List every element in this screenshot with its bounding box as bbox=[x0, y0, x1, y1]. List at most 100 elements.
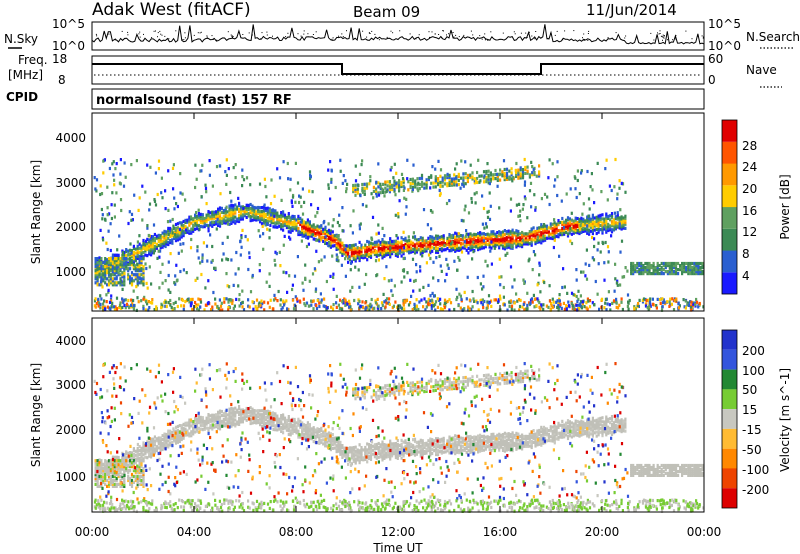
power-cell bbox=[455, 297, 458, 302]
power-cell bbox=[368, 242, 371, 246]
power-cell bbox=[341, 247, 344, 251]
velocity-cell bbox=[130, 451, 134, 455]
power-cell bbox=[695, 261, 698, 266]
velocity-cell bbox=[148, 454, 151, 458]
power-cell bbox=[427, 175, 430, 180]
power-cell bbox=[557, 221, 560, 225]
velocity-cell bbox=[217, 426, 220, 430]
power-cell bbox=[448, 239, 451, 243]
power-cell bbox=[670, 302, 673, 306]
power-cell bbox=[582, 221, 585, 225]
velocity-cell bbox=[272, 427, 275, 432]
power-cell bbox=[418, 187, 421, 191]
power-cell bbox=[237, 267, 240, 271]
power-cell bbox=[373, 306, 376, 310]
power-cell bbox=[513, 241, 516, 245]
nsearch-point bbox=[184, 32, 186, 34]
power-cell bbox=[394, 247, 397, 251]
power-cell bbox=[293, 227, 296, 231]
power-cell bbox=[446, 263, 449, 267]
power-cell bbox=[523, 281, 526, 285]
velocity-cell bbox=[251, 421, 254, 425]
power-cell bbox=[218, 216, 222, 220]
power-cell bbox=[701, 261, 704, 266]
velocity-cell bbox=[151, 447, 155, 451]
power-cell bbox=[132, 244, 135, 248]
power-cell bbox=[124, 306, 127, 310]
power-cell bbox=[212, 290, 215, 295]
power-cell bbox=[448, 249, 451, 253]
power-cell bbox=[679, 268, 682, 272]
power-cell bbox=[394, 243, 397, 247]
power-cell bbox=[238, 293, 241, 297]
power-cell bbox=[129, 279, 132, 283]
power-cell bbox=[388, 188, 391, 192]
power-cell bbox=[150, 247, 153, 251]
velocity-cell bbox=[207, 420, 210, 425]
power-cell bbox=[439, 184, 442, 188]
power-cell bbox=[593, 303, 596, 307]
power-cell bbox=[203, 223, 206, 227]
power-cell bbox=[649, 302, 652, 306]
power-cell bbox=[314, 214, 317, 218]
power-cell bbox=[636, 266, 639, 270]
velocity-cell bbox=[169, 437, 172, 441]
velocity-cell bbox=[146, 456, 149, 460]
power-cell bbox=[322, 235, 325, 239]
power-cell bbox=[99, 302, 102, 307]
power-cell bbox=[379, 191, 382, 195]
power-cell bbox=[318, 239, 321, 243]
nsearch-point bbox=[463, 34, 465, 36]
power-cell bbox=[180, 225, 183, 229]
velocity-field bbox=[93, 362, 705, 513]
power-cell bbox=[173, 234, 176, 238]
power-cell bbox=[278, 218, 281, 222]
power-cell bbox=[607, 290, 610, 294]
power-cell bbox=[167, 236, 170, 241]
power-cell bbox=[331, 234, 334, 238]
power-cell bbox=[576, 221, 579, 225]
power-cell bbox=[521, 230, 524, 235]
power-cell bbox=[492, 242, 495, 246]
power-cell bbox=[495, 172, 498, 177]
power-cell bbox=[473, 181, 476, 185]
power-cell bbox=[186, 220, 189, 224]
power-cell bbox=[479, 245, 482, 249]
power-cell bbox=[349, 224, 352, 228]
power-cell bbox=[465, 242, 468, 246]
power-cell bbox=[222, 209, 225, 213]
power-cell bbox=[588, 263, 591, 267]
power-cell bbox=[609, 226, 612, 230]
power-cell bbox=[586, 297, 589, 301]
power-cell bbox=[377, 245, 380, 249]
power-cell bbox=[295, 224, 298, 228]
power-cell bbox=[616, 197, 619, 201]
power-cell bbox=[487, 181, 490, 185]
power-cell bbox=[352, 251, 355, 255]
power-cell bbox=[190, 221, 193, 225]
power-cell bbox=[461, 242, 464, 246]
power-cell bbox=[582, 202, 585, 206]
power-cell bbox=[498, 246, 501, 250]
power-cell bbox=[409, 177, 412, 182]
power-cell bbox=[306, 228, 309, 232]
power-cell bbox=[384, 299, 387, 303]
power-cell bbox=[528, 175, 531, 179]
power-cell bbox=[132, 252, 135, 256]
power-cell bbox=[169, 303, 172, 307]
power-cell bbox=[589, 219, 593, 223]
power-cell bbox=[425, 239, 428, 243]
power-cell bbox=[130, 261, 134, 265]
velocity-cell bbox=[218, 425, 222, 429]
power-cell bbox=[167, 228, 170, 232]
velocity-cell bbox=[153, 439, 156, 443]
power-cell bbox=[581, 300, 584, 304]
power-cell bbox=[431, 210, 434, 214]
power-cell bbox=[281, 306, 284, 310]
power-cell bbox=[215, 214, 218, 218]
nsearch-point bbox=[514, 33, 516, 35]
power-cell bbox=[98, 269, 101, 273]
velocity-cell bbox=[207, 413, 210, 417]
velocity-cell bbox=[243, 409, 246, 413]
power-cell bbox=[379, 249, 382, 253]
